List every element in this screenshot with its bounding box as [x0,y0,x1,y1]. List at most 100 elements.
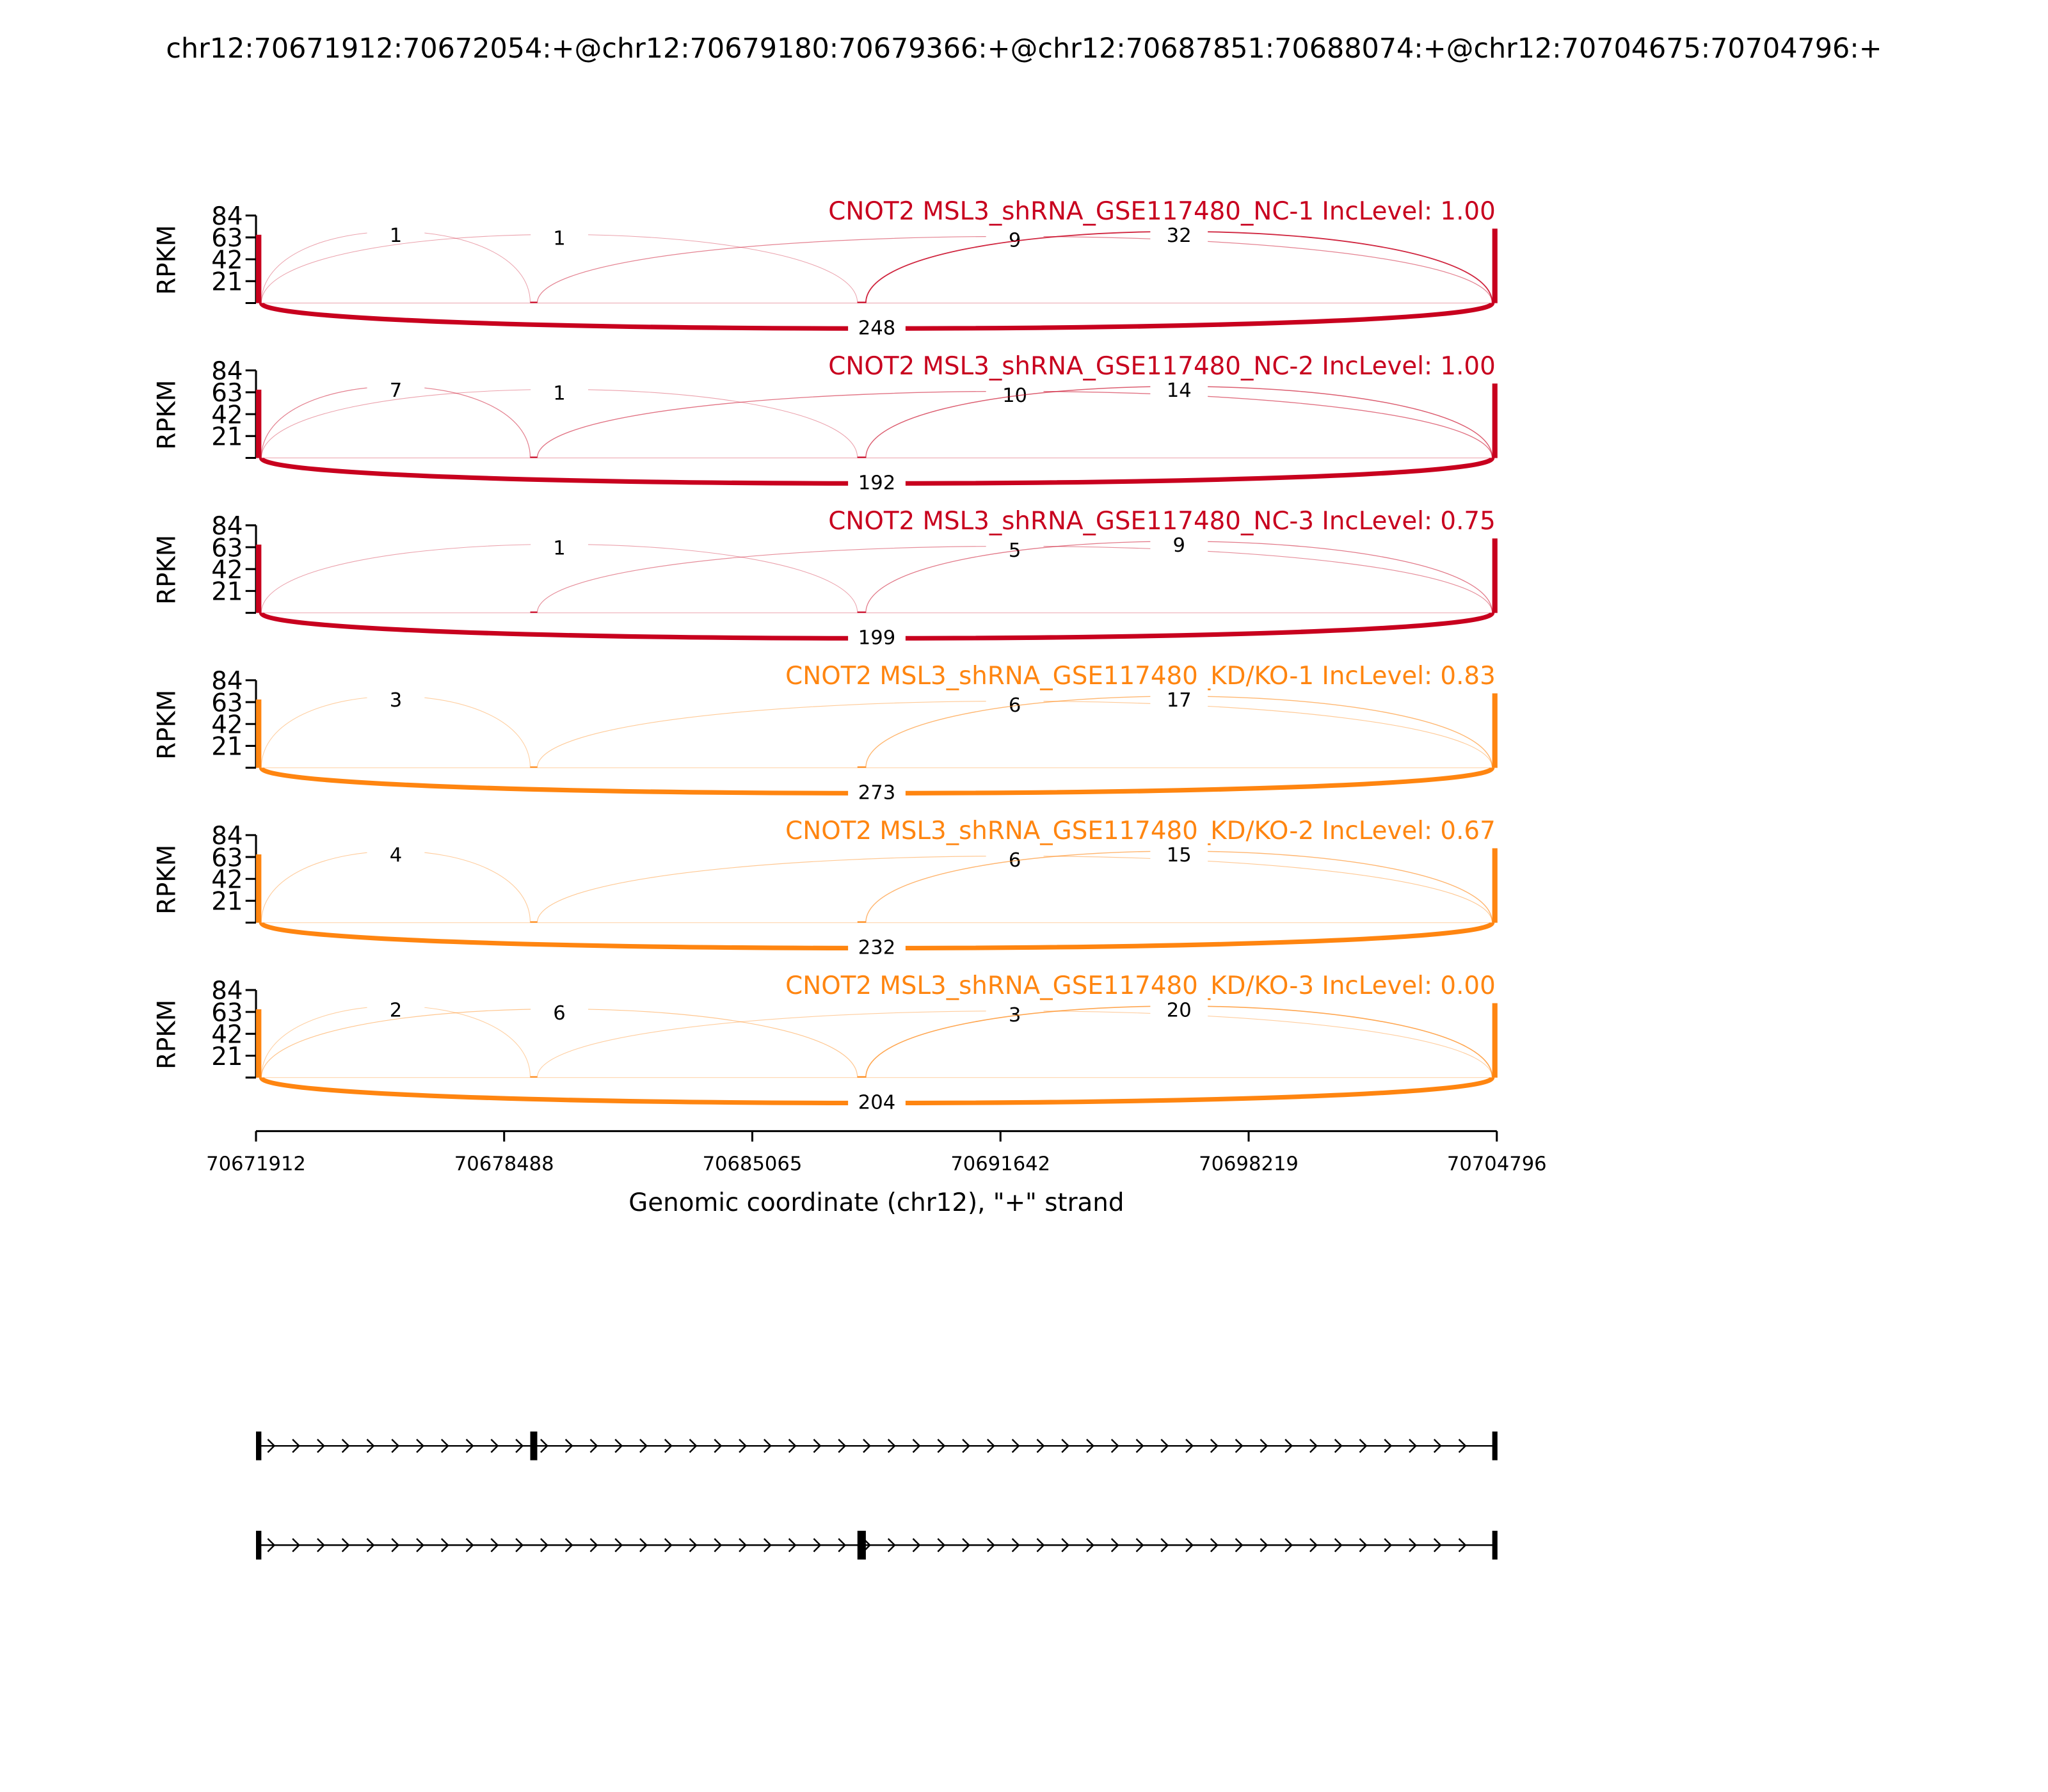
y-axis-label: RPKM [152,535,181,605]
exon-coverage [1492,383,1498,458]
strand-arrow-icon [1011,1439,1020,1453]
strand-arrow-icon [589,1439,598,1453]
strand-arrow-icon [912,1439,921,1453]
junction-label-bg [1150,377,1208,404]
strand-arrow-icon [564,1439,573,1453]
exon-coverage [256,699,262,768]
strand-arrow-icon [1061,1538,1070,1553]
strand-arrow-icon [292,1439,301,1453]
exon-coverage [857,301,866,303]
strand-arrow-icon [490,1538,499,1553]
strand-arrow-icon [1284,1439,1293,1453]
exon-coverage [530,766,538,768]
strand-arrow-icon [515,1538,524,1553]
junction-count: 20 [1167,999,1192,1021]
junction-count: 1 [553,538,565,560]
y-axis-label: RPKM [152,690,181,760]
strand-arrow-icon [391,1538,400,1553]
strand-arrow-icon [1260,1439,1268,1453]
strand-arrow-icon [1160,1439,1169,1453]
junction-label-bg [848,1089,906,1116]
x-tick-label: 70698219 [1199,1153,1299,1176]
junction-label-bg [848,314,906,341]
x-axis-label: Genomic coordinate (chr12), "+" strand [628,1188,1124,1217]
junction-count: 204 [858,1092,895,1114]
strand-arrow-icon [515,1439,524,1453]
exon-coverage [530,301,538,303]
exon-coverage [256,544,262,613]
strand-arrow-icon [267,1439,276,1453]
y-tick-label: 63 [211,998,243,1027]
junction-label-bg [531,380,588,406]
exon-coverage [256,1009,262,1078]
exon-coverage [1492,848,1498,923]
y-tick-label: 63 [211,844,243,872]
exon-coverage [857,611,866,613]
y-axis-label: RPKM [152,225,181,295]
exon-coverage [530,921,538,923]
strand-arrow-icon [366,1538,375,1553]
junction-count: 2 [390,999,402,1021]
junction-label-bg [986,227,1044,253]
strand-arrow-icon [937,1538,946,1553]
exon-coverage [256,234,262,303]
strand-arrow-icon [962,1538,971,1553]
junction-count: 273 [858,782,895,804]
strand-arrow-icon [416,1538,424,1553]
junction-count: 7 [390,380,402,402]
junction-label-bg [531,1000,588,1027]
junction-label-bg [367,842,425,868]
sample-title: CNOT2 MSL3_shRNA_GSE117480_NC-1 IncLevel… [828,197,1495,226]
strand-arrow-icon [564,1538,573,1553]
y-tick-label: 63 [211,689,243,717]
exon-block [530,1431,538,1460]
x-axis: 70671912 70678488 70685065 70691642 70698219… [206,1130,1547,1176]
junction-count: 192 [858,472,895,494]
strand-arrow-icon [1160,1538,1169,1553]
isoform-track [256,1431,1498,1460]
strand-arrow-icon [1260,1538,1268,1553]
strand-arrow-icon [764,1439,772,1453]
x-tick-label: 70671912 [206,1153,306,1176]
strand-arrow-icon [1284,1538,1293,1553]
junction-label-bg [367,222,425,249]
y-tick-label: 84 [211,357,243,386]
exon-coverage [857,1076,866,1078]
junction-count: 199 [858,627,895,650]
strand-arrow-icon [1036,1538,1045,1553]
strand-arrow-icon [1409,1538,1417,1553]
junction-label-bg [531,535,588,561]
strand-arrow-icon [1086,1439,1094,1453]
strand-arrow-icon [317,1439,325,1453]
y-tick-label: 21 [211,1043,243,1071]
strand-arrow-icon [614,1439,623,1453]
junction-count: 1 [553,383,565,405]
junction-count: 1 [390,225,402,247]
exon-coverage [1492,228,1498,303]
junction-label-bg [367,996,425,1023]
chart-title: chr12:70671912:70672054:+@chr12:70679180… [166,33,1882,65]
strand-arrow-icon [639,1439,648,1453]
junction-count: 232 [858,937,895,959]
strand-arrow-icon [1433,1439,1442,1453]
junction-label-bg [1150,996,1208,1023]
strand-arrow-icon [341,1538,350,1553]
exon-block [857,1530,866,1560]
strand-arrow-icon [937,1439,946,1453]
strand-arrow-icon [664,1538,673,1553]
y-axis-label: RPKM [152,380,181,450]
exon-coverage [857,456,866,458]
strand-arrow-icon [1359,1439,1368,1453]
strand-arrow-icon [391,1439,400,1453]
strand-arrow-icon [1334,1439,1343,1453]
sample-title: CNOT2 MSL3_shRNA_GSE117480_KD/KO-3 IncLe… [785,972,1496,1000]
strand-arrow-icon [739,1439,748,1453]
y-tick-label: 84 [211,512,243,541]
exon-block [256,1530,262,1560]
